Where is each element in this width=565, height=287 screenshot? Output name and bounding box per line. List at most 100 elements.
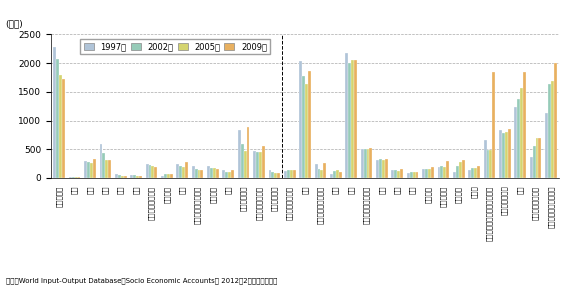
Bar bbox=[400, 169, 403, 178]
Bar bbox=[502, 133, 505, 178]
Bar bbox=[210, 168, 213, 178]
Bar bbox=[115, 174, 118, 178]
Bar bbox=[93, 159, 96, 178]
Bar bbox=[161, 176, 164, 178]
Bar bbox=[425, 169, 428, 178]
Bar bbox=[207, 166, 210, 178]
Bar bbox=[336, 170, 339, 178]
Text: (千人): (千人) bbox=[5, 20, 23, 29]
Bar bbox=[293, 170, 295, 178]
Bar bbox=[339, 172, 342, 178]
Bar bbox=[523, 72, 526, 178]
Bar bbox=[72, 177, 75, 178]
Bar bbox=[492, 72, 496, 178]
Bar bbox=[394, 170, 397, 178]
Legend: 1997年, 2002年, 2005年, 2009年: 1997年, 2002年, 2005年, 2009年 bbox=[80, 39, 271, 54]
Bar bbox=[185, 162, 188, 178]
Bar bbox=[118, 175, 121, 178]
Bar bbox=[225, 172, 228, 178]
Bar bbox=[228, 172, 231, 178]
Bar bbox=[90, 163, 93, 178]
Bar bbox=[333, 171, 336, 178]
Bar bbox=[412, 172, 415, 178]
Bar bbox=[446, 161, 449, 178]
Bar bbox=[533, 146, 536, 178]
Bar bbox=[192, 166, 195, 178]
Bar bbox=[315, 164, 318, 178]
Bar bbox=[131, 175, 133, 178]
Bar bbox=[299, 61, 302, 178]
Bar bbox=[102, 153, 106, 178]
Bar bbox=[397, 171, 400, 178]
Bar bbox=[441, 166, 444, 178]
Bar bbox=[259, 152, 262, 178]
Bar bbox=[69, 177, 72, 178]
Bar bbox=[176, 164, 179, 178]
Bar bbox=[268, 170, 271, 178]
Bar bbox=[348, 63, 351, 178]
Bar bbox=[415, 172, 419, 178]
Bar bbox=[508, 129, 511, 178]
Bar bbox=[379, 159, 382, 178]
Bar bbox=[437, 167, 441, 178]
Bar bbox=[195, 169, 198, 178]
Bar bbox=[318, 169, 320, 178]
Bar bbox=[422, 169, 425, 178]
Bar bbox=[468, 170, 471, 178]
Bar bbox=[241, 144, 244, 178]
Bar bbox=[253, 151, 256, 178]
Bar bbox=[151, 166, 154, 178]
Bar bbox=[517, 99, 520, 178]
Bar bbox=[133, 175, 136, 178]
Bar bbox=[244, 151, 246, 178]
Bar bbox=[453, 172, 456, 178]
Bar bbox=[323, 163, 327, 178]
Bar bbox=[392, 170, 394, 178]
Bar bbox=[554, 63, 557, 178]
Bar bbox=[201, 170, 203, 178]
Bar bbox=[345, 53, 348, 178]
Bar bbox=[179, 166, 182, 178]
Bar bbox=[54, 47, 56, 178]
Bar bbox=[308, 71, 311, 178]
Bar bbox=[444, 167, 446, 178]
Bar bbox=[382, 160, 385, 178]
Bar bbox=[376, 160, 379, 178]
Bar bbox=[284, 171, 287, 178]
Bar bbox=[198, 170, 201, 178]
Bar bbox=[75, 177, 77, 178]
Bar bbox=[277, 173, 280, 178]
Bar bbox=[484, 140, 486, 178]
Bar bbox=[428, 169, 431, 178]
Bar bbox=[87, 162, 90, 178]
Bar bbox=[514, 107, 517, 178]
Bar bbox=[256, 152, 259, 178]
Bar bbox=[489, 150, 492, 178]
Bar bbox=[548, 84, 551, 178]
Bar bbox=[530, 157, 533, 178]
Bar bbox=[320, 170, 323, 178]
Bar bbox=[246, 127, 250, 178]
Bar bbox=[477, 166, 480, 178]
Bar bbox=[124, 176, 127, 178]
Bar bbox=[354, 60, 357, 178]
Bar bbox=[330, 174, 333, 178]
Bar bbox=[287, 170, 290, 178]
Bar bbox=[77, 177, 80, 178]
Bar bbox=[139, 176, 142, 178]
Bar bbox=[407, 173, 410, 178]
Bar bbox=[551, 81, 554, 178]
Bar bbox=[486, 150, 489, 178]
Bar bbox=[62, 79, 65, 178]
Bar bbox=[146, 164, 149, 178]
Bar bbox=[474, 168, 477, 178]
Text: 資料：World Input-Output Database『Socio Economic Accounts』 2012年2月版より作成。: 資料：World Input-Output Database『Socio Eco… bbox=[6, 278, 277, 284]
Bar bbox=[471, 168, 474, 178]
Bar bbox=[275, 173, 277, 178]
Bar bbox=[223, 170, 225, 178]
Bar bbox=[164, 174, 167, 178]
Bar bbox=[410, 172, 412, 178]
Bar bbox=[545, 113, 548, 178]
Bar bbox=[302, 76, 305, 178]
Bar bbox=[271, 172, 275, 178]
